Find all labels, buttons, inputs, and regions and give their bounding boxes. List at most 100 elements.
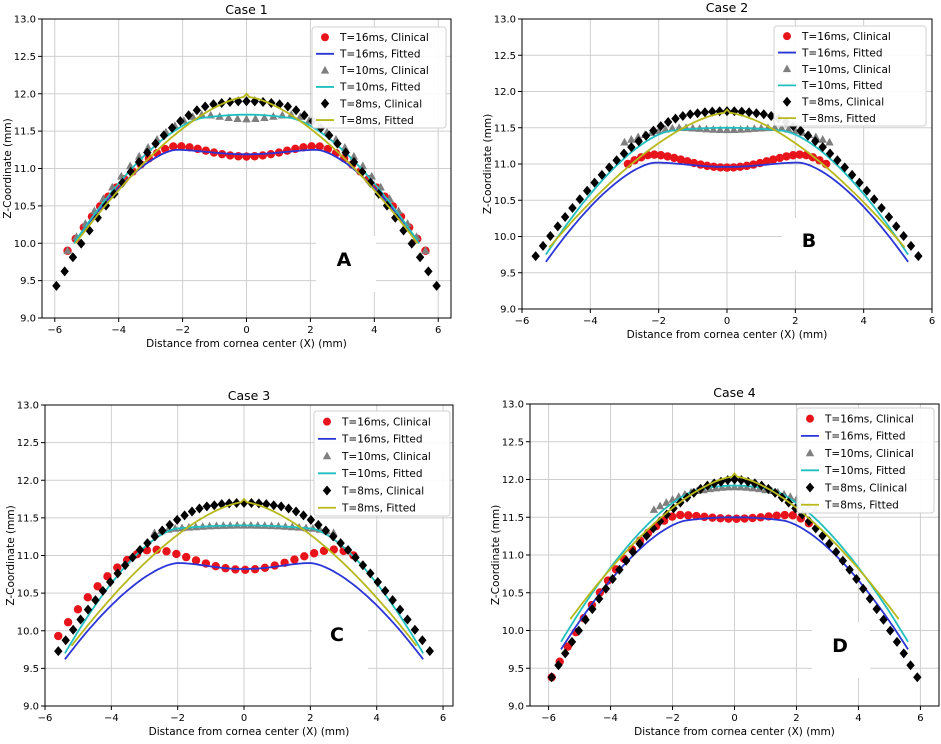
y-tick-label: 11.5 — [14, 127, 36, 138]
marker-point — [892, 221, 901, 232]
marker-point — [233, 114, 242, 123]
marker-point — [176, 116, 185, 127]
legend-label: T=16ms, Clinical — [824, 413, 914, 425]
legend-dot-swatch — [806, 414, 814, 423]
marker-point — [432, 280, 441, 291]
marker-point — [60, 266, 69, 277]
marker-point — [865, 593, 875, 604]
legend-label: T=16ms, Fitted — [801, 47, 883, 59]
y-tick-label: 10.5 — [502, 588, 524, 599]
marker-point — [93, 212, 102, 223]
marker-point — [284, 503, 293, 514]
legend-label: T=16ms, Fitted — [339, 49, 421, 61]
marker-point — [162, 547, 171, 556]
y-tick-label: 10.0 — [17, 626, 39, 637]
x-tick-label: 2 — [792, 316, 798, 327]
y-tick-label: 9.0 — [500, 305, 516, 316]
series-markers-t-8ms-clinical — [54, 497, 434, 657]
legend-label: T=10ms, Clinical — [824, 448, 914, 460]
legend: T=16ms, Clinical T=16ms, Fitted T=10ms, Cl… — [796, 407, 935, 514]
tick-labels: −6 −4 −2 0 2 4 6 9.0 9.5 10.0 10.5 11.0 11.5 12.0 12.5… — [14, 15, 442, 337]
marker-point — [708, 106, 717, 117]
marker-point — [76, 238, 86, 249]
marker-point — [567, 636, 577, 647]
marker-point — [276, 501, 286, 512]
marker-point — [309, 549, 319, 558]
marker-point — [143, 147, 152, 158]
legend-label: T=16ms, Clinical — [801, 31, 891, 43]
marker-point — [224, 113, 233, 122]
y-tick-label: 11.0 — [17, 551, 39, 562]
y-tick-label: 12.0 — [17, 476, 39, 487]
marker-point — [818, 142, 827, 153]
marker-point — [642, 530, 651, 541]
marker-point — [560, 212, 570, 223]
marker-point — [759, 109, 768, 120]
marker-point — [407, 238, 417, 249]
marker-point — [128, 552, 137, 563]
x-tick-label: −2 — [665, 713, 680, 724]
panel-letter-box — [316, 236, 376, 292]
marker-point — [669, 503, 678, 514]
y-tick-label: 12.5 — [17, 438, 39, 449]
marker-point — [649, 505, 659, 513]
marker-point — [172, 549, 181, 559]
marker-point — [656, 151, 666, 160]
y-tick-label: 12.0 — [502, 475, 524, 486]
y-tick-label: 10.0 — [502, 626, 524, 637]
marker-point — [654, 126, 663, 135]
marker-point — [650, 150, 659, 159]
marker-point — [113, 568, 122, 579]
marker-point — [627, 142, 636, 153]
marker-point — [200, 101, 210, 112]
marker-point — [612, 155, 621, 166]
marker-point — [91, 595, 100, 606]
legend-label: T=8ms, Clinical — [339, 98, 422, 110]
marker-point — [649, 125, 658, 136]
marker-point — [349, 156, 359, 167]
series-markers-t-16ms-clinical — [54, 545, 358, 641]
marker-point — [321, 525, 330, 536]
marker-point — [388, 595, 397, 606]
marker-point — [143, 143, 153, 151]
marker-point — [684, 511, 693, 520]
marker-point — [76, 614, 85, 625]
marker-point — [722, 125, 732, 134]
marker-point — [165, 519, 174, 530]
marker-point — [766, 110, 776, 121]
legend-label: T=8ms, Fitted — [801, 113, 876, 125]
marker-point — [150, 531, 160, 542]
x-tick-label: 6 — [440, 713, 446, 724]
marker-point — [872, 604, 881, 615]
marker-point — [260, 113, 269, 122]
y-tick-label: 9.0 — [20, 314, 36, 325]
y-tick-label: 13.0 — [17, 401, 39, 412]
marker-point — [410, 624, 420, 635]
marker-point — [656, 121, 665, 132]
marker-point — [134, 156, 144, 167]
marker-point — [63, 618, 73, 627]
y-tick-label: 11.5 — [502, 513, 524, 524]
marker-point — [184, 110, 193, 121]
legend-label: T=8ms, Clinical — [824, 482, 907, 494]
legend-diamond-swatch — [805, 482, 815, 493]
panel-letter: D — [832, 635, 848, 657]
marker-point — [373, 576, 382, 587]
legend: T=16ms, Clinical T=16ms, Fitted T=10ms, Cl… — [311, 26, 447, 129]
y-tick-label: 10.5 — [17, 589, 39, 600]
legend-label: T=16ms, Clinical — [339, 32, 429, 44]
series-layer — [54, 497, 434, 660]
marker-point — [899, 230, 908, 241]
marker-point — [242, 114, 251, 123]
marker-point — [152, 545, 161, 554]
marker-point — [913, 672, 922, 683]
marker-point — [575, 194, 585, 205]
marker-point — [421, 246, 430, 254]
marker-point — [418, 635, 427, 646]
legend-diamond-swatch — [322, 485, 332, 496]
y-axis-label: Z-Coordinate (mm) — [490, 505, 502, 605]
marker-point — [135, 545, 145, 556]
marker-point — [831, 547, 841, 558]
marker-point — [762, 157, 771, 166]
y-axis-label: Z-Coordinate (mm) — [2, 118, 14, 218]
